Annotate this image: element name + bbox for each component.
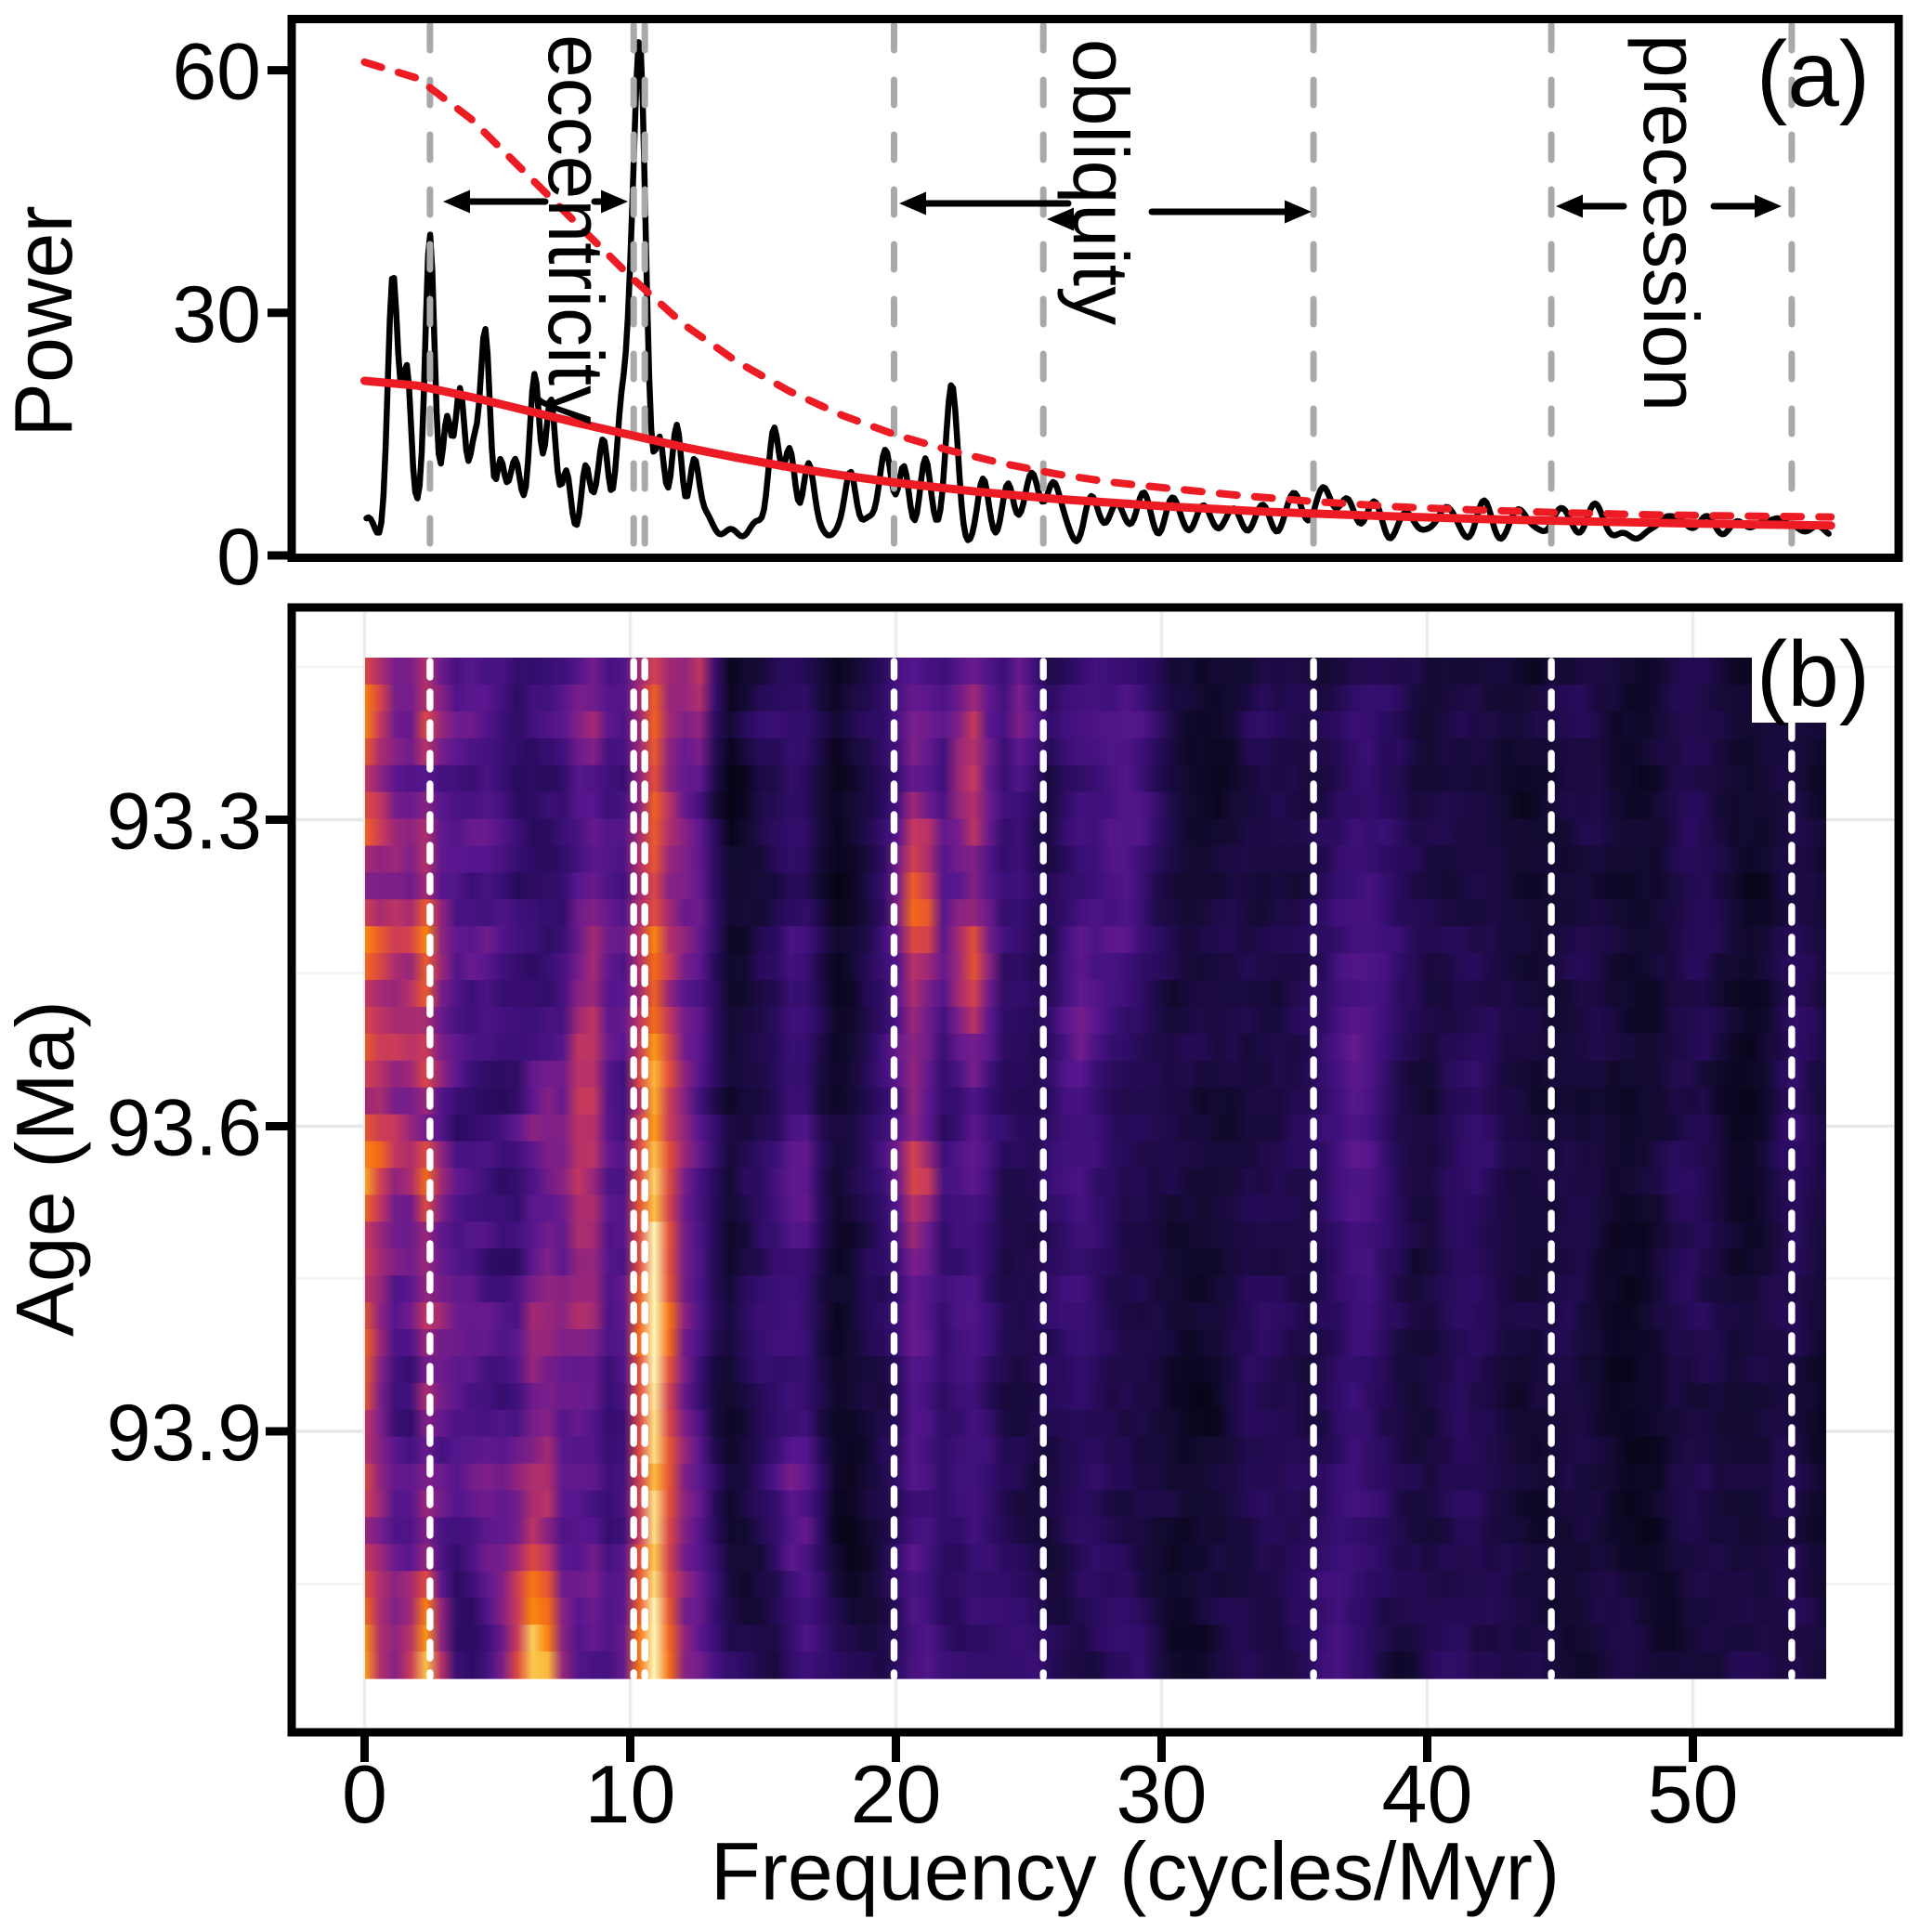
- svg-text:eccentricity: eccentricity: [532, 34, 620, 424]
- svg-text:0: 0: [342, 1748, 387, 1840]
- svg-text:0: 0: [216, 513, 261, 602]
- svg-text:50: 50: [1648, 1748, 1739, 1840]
- svg-text:60: 60: [172, 28, 261, 117]
- svg-text:Frequency (cycles/Myr): Frequency (cycles/Myr): [711, 1825, 1560, 1917]
- svg-text:Power: Power: [0, 205, 89, 437]
- svg-text:93.9: 93.9: [107, 1389, 262, 1478]
- svg-text:10: 10: [585, 1748, 676, 1840]
- svg-text:(b): (b): [1757, 622, 1870, 726]
- svg-text:30: 30: [172, 270, 261, 359]
- svg-text:precession: precession: [1627, 34, 1715, 411]
- svg-text:obliquity: obliquity: [1057, 39, 1144, 325]
- svg-text:30: 30: [1117, 1748, 1208, 1840]
- svg-text:20: 20: [851, 1748, 942, 1840]
- svg-text:93.3: 93.3: [107, 777, 262, 867]
- svg-text:Age (Ma): Age (Ma): [0, 1000, 91, 1337]
- svg-text:93.6: 93.6: [107, 1084, 262, 1173]
- svg-text:40: 40: [1382, 1748, 1473, 1840]
- svg-text:(a): (a): [1757, 22, 1870, 126]
